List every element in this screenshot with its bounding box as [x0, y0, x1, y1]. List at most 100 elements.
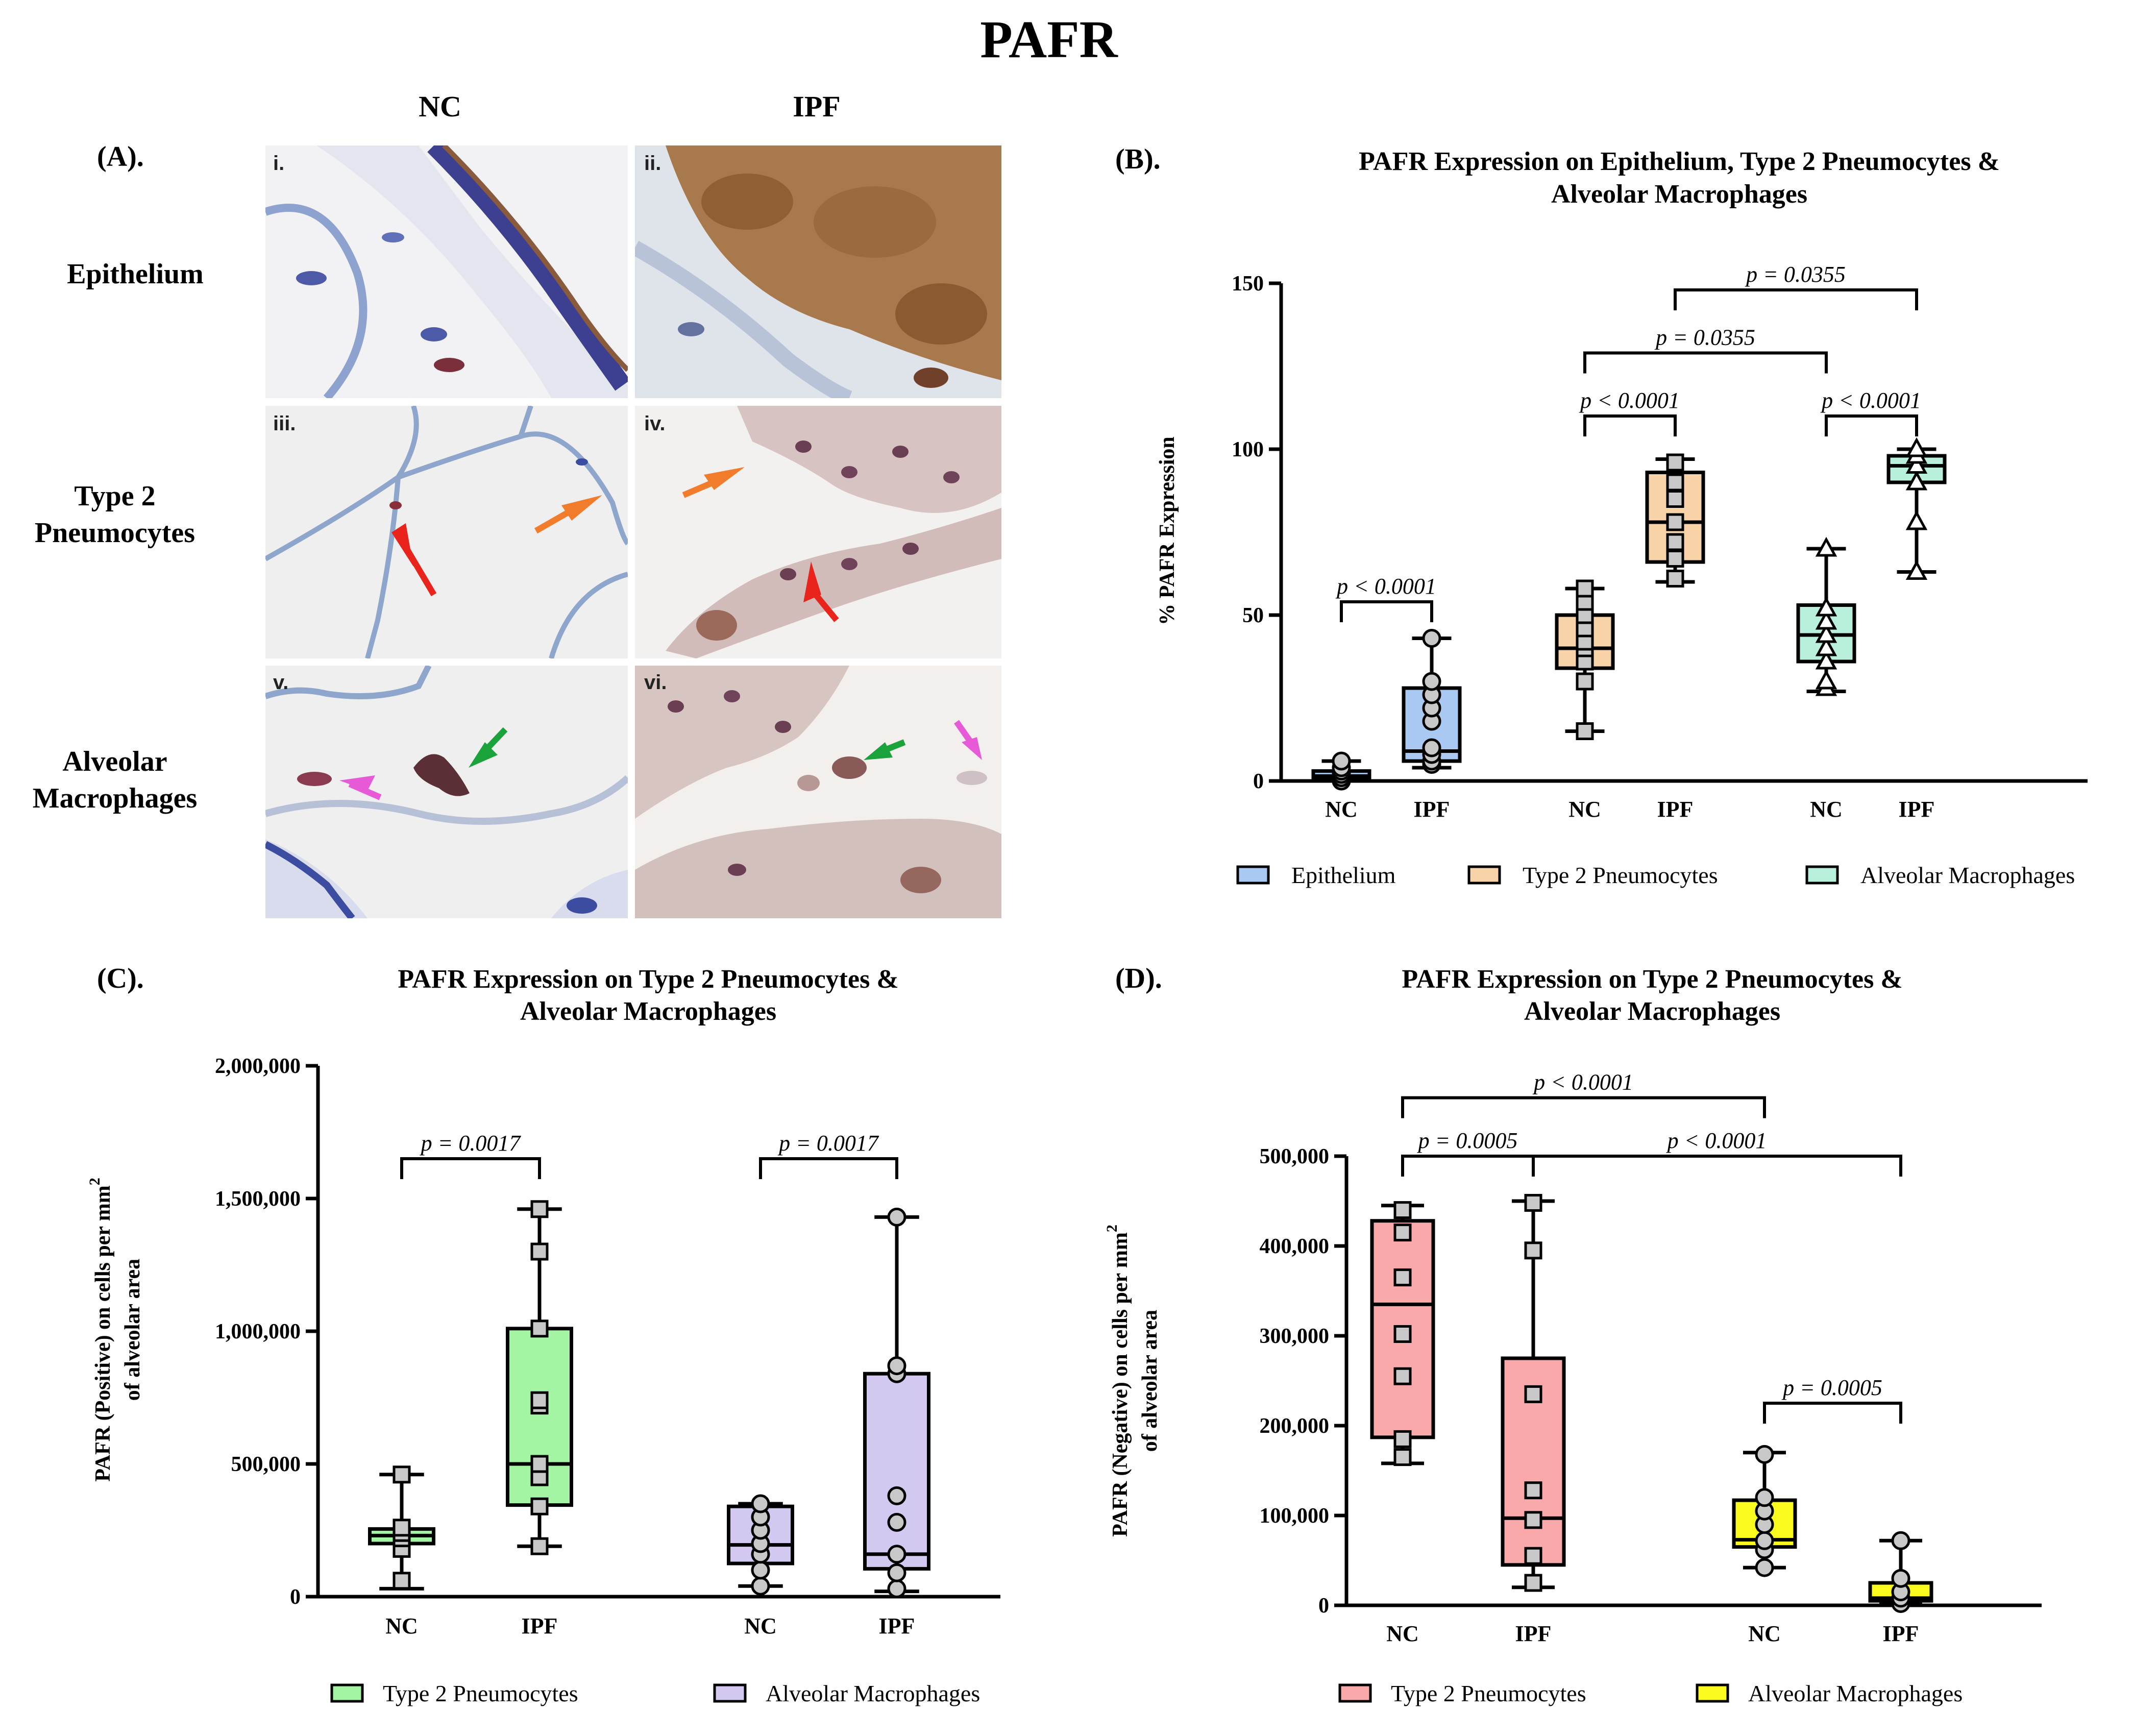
p-value-label: p < 0.0001	[1579, 388, 1680, 413]
x-category-label: NC	[1386, 1621, 1419, 1646]
data-point	[1422, 629, 1441, 648]
y-tick-label: 150	[1232, 272, 1264, 296]
data-point	[1393, 1224, 1412, 1242]
data-point	[530, 1200, 549, 1218]
y-tick-label: 100	[1232, 438, 1264, 461]
legend-swatch	[713, 1683, 747, 1703]
y-axis-label: PAFR (Positive) on cells per mm2 of alveo…	[86, 1178, 144, 1481]
x-category-label: IPF	[1883, 1621, 1919, 1646]
panel-a-label: (A).	[97, 141, 144, 173]
significance-bracket	[1340, 600, 1433, 622]
panel-label-b: (B).	[1115, 143, 1161, 175]
panel-a-row-label-type2-line1: Type 2	[74, 480, 155, 512]
micrograph-ii	[635, 145, 1001, 398]
y-axis-label-line: PAFR (Positive) on cells per mm	[91, 1185, 115, 1481]
y-tick-label: 100,000	[1260, 1504, 1330, 1528]
data-point	[1666, 473, 1684, 492]
data-point	[1576, 579, 1594, 598]
significance-bracket	[1583, 414, 1677, 436]
chart-b: (B). PAFR Expression on Epithelium, Type …	[1115, 143, 2088, 888]
micrograph-iv	[635, 406, 1001, 658]
micrograph-vi-art	[635, 666, 1001, 918]
data-point	[887, 1545, 906, 1564]
micrograph-iv-art	[635, 406, 1001, 658]
data-point	[751, 1560, 770, 1580]
legend-swatch	[330, 1683, 364, 1703]
legend-label: Type 2 Pneumocytes	[383, 1680, 578, 1706]
y-axis-label: % PAFR Expression	[1156, 436, 1179, 625]
significance-bracket	[759, 1157, 898, 1179]
data-point	[393, 1572, 411, 1590]
data-point	[887, 1207, 906, 1227]
data-point	[1422, 672, 1441, 691]
data-point	[1666, 513, 1684, 531]
micrograph-vi	[635, 666, 1001, 918]
data-point	[1905, 437, 1928, 457]
chart-title-line: PAFR Expression on Type 2 Pneumocytes &	[398, 965, 898, 994]
y-axis-label-superscript: 2	[86, 1178, 103, 1185]
micrograph-iii	[265, 406, 628, 658]
y-tick-label: 500,000	[231, 1453, 301, 1476]
data-point	[1332, 751, 1351, 771]
y-tick-label: 0	[1318, 1594, 1329, 1618]
data-point	[1524, 1241, 1542, 1260]
data-point	[887, 1512, 906, 1532]
data-point	[1393, 1367, 1412, 1385]
micrograph-label-vi: vi.	[644, 671, 667, 694]
data-point	[887, 1579, 906, 1598]
data-point	[1666, 550, 1684, 568]
x-category-label: IPF	[1414, 797, 1450, 822]
chart-c: (C). PAFR Expression on Type 2 Pneumocyte…	[86, 963, 1000, 1706]
data-point	[1393, 1201, 1412, 1219]
y-tick-label: 1,500,000	[215, 1187, 301, 1211]
p-value-label: p < 0.0001	[1532, 1070, 1633, 1095]
figure-title: PAFR	[980, 10, 1118, 69]
data-point	[1393, 1430, 1412, 1448]
micrograph-i-art	[265, 145, 628, 398]
data-point	[1905, 470, 1928, 491]
p-value-label: p < 0.0001	[1820, 388, 1921, 413]
micrograph-i	[265, 145, 628, 398]
micrograph-label-v: v.	[273, 671, 289, 694]
data-point	[1393, 1448, 1412, 1466]
x-category-label: NC	[1748, 1621, 1781, 1646]
micrograph-v-art	[265, 666, 628, 918]
data-point	[1576, 722, 1594, 740]
data-point	[1393, 1268, 1412, 1287]
legend-label: Type 2 Pneumocytes	[1391, 1680, 1586, 1706]
legend-swatch	[1236, 865, 1270, 885]
data-point	[1755, 1445, 1774, 1464]
x-category-label: NC	[1568, 797, 1601, 822]
legend-swatch	[1805, 865, 1839, 885]
x-category-label: NC	[1325, 797, 1358, 822]
significance-bracket	[1763, 1402, 1902, 1424]
panel-a-row-label-macro-line2: Macrophages	[33, 783, 198, 814]
x-category-label: IPF	[879, 1613, 915, 1639]
data-point	[1524, 1481, 1542, 1500]
micrograph-label-ii: ii.	[644, 152, 661, 175]
y-tick-label: 50	[1242, 604, 1264, 627]
data-point	[1666, 490, 1684, 508]
chart-title-line: Alveolar Macrophages	[1524, 997, 1780, 1026]
p-value-label: p = 0.0355	[1654, 325, 1755, 350]
significance-bracket	[1401, 1155, 1535, 1177]
y-tick-label: 0	[1253, 770, 1264, 793]
data-point	[530, 1319, 549, 1338]
x-category-label: IPF	[1899, 797, 1935, 822]
p-value-label: p = 0.0017	[420, 1131, 522, 1156]
box-iqr	[863, 1372, 930, 1571]
y-axis-label-line: % PAFR Expression	[1156, 436, 1179, 625]
panel-a-col-header-nc: NC	[419, 90, 461, 123]
legend-label: Type 2 Pneumocytes	[1523, 862, 1718, 888]
micrograph-label-iii: iii.	[273, 412, 296, 435]
data-point	[1524, 1574, 1542, 1592]
chart-title-line: PAFR Expression on Epithelium, Type 2 Pn…	[1359, 147, 2000, 176]
y-tick-label: 400,000	[1260, 1235, 1330, 1258]
data-point	[393, 1519, 411, 1537]
data-point	[1815, 636, 1837, 656]
micrograph-iii-art	[265, 406, 628, 658]
y-axis-label-line: of alveolar area	[1138, 1310, 1162, 1452]
p-value-label: p = 0.0355	[1745, 262, 1846, 287]
significance-bracket	[1401, 1096, 1766, 1118]
